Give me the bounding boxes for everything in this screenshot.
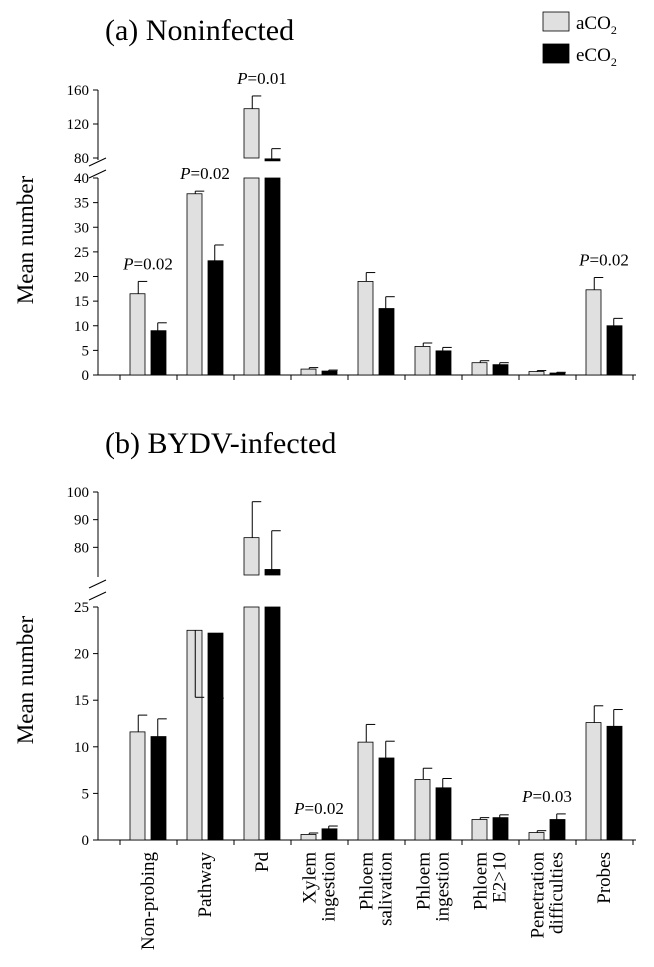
y-tick-label: 80: [74, 151, 89, 167]
p-value-annotation: P=0.02: [122, 254, 173, 273]
x-category-label: Probes: [594, 852, 615, 904]
bar-eCO2-7: [549, 819, 566, 841]
y-tick-label: 5: [82, 786, 90, 802]
x-category-label: Pathway: [195, 852, 216, 918]
bar-aCO2-0: [129, 293, 146, 376]
y-tick-label: 90: [74, 513, 89, 529]
axis-break-mark: [88, 579, 107, 589]
bar-aCO2-1: [186, 629, 203, 841]
legend-label-eco2: eCO2: [576, 45, 617, 69]
axis-break-mark: [88, 169, 107, 179]
bar-aCO2-4: [357, 741, 374, 841]
bar-eCO2-5: [435, 350, 452, 376]
bar-eCO2-2-upper: [264, 569, 281, 576]
bar-eCO2-8: [606, 725, 623, 841]
bar-eCO2-6: [492, 817, 509, 841]
bar-aCO2-5: [414, 346, 431, 376]
panel-a-title: (a) Noninfected: [105, 14, 294, 47]
bar-eCO2-4: [378, 308, 395, 376]
bar-eCO2-3: [321, 370, 338, 376]
axis-break-mark: [88, 157, 107, 167]
bar-eCO2-0: [150, 736, 167, 841]
p-value-annotation: P=0.02: [179, 164, 230, 183]
bar-aCO2-6: [471, 819, 488, 841]
bar-eCO2-2-lower: [264, 177, 281, 376]
bar-eCO2-8: [606, 325, 623, 376]
bar-aCO2-2-lower: [243, 177, 260, 376]
legend-swatch-eco2: [542, 43, 570, 64]
y-tick-label: 15: [74, 693, 89, 709]
bar-eCO2-7: [549, 372, 566, 376]
y-tick-label: 10: [74, 319, 89, 335]
y-tick-label: 0: [82, 368, 90, 384]
y-tick-label: 40: [74, 171, 89, 187]
bar-aCO2-1: [186, 193, 203, 376]
y-tick-label: 80: [74, 540, 89, 556]
y-tick-label: 20: [74, 270, 89, 286]
legend-label-aco2: aCO2: [576, 13, 617, 37]
bar-eCO2-4: [378, 757, 395, 841]
bar-aCO2-8: [585, 289, 602, 376]
panel-b-ylabel: Mean number: [13, 615, 38, 744]
y-tick-label: 20: [74, 647, 89, 663]
bar-eCO2-3: [321, 828, 338, 841]
y-tick-label: 100: [67, 485, 90, 501]
x-category-label: Phloem: [471, 852, 492, 910]
bar-eCO2-5: [435, 787, 452, 841]
y-tick-label: 25: [74, 600, 89, 616]
x-category-label: Phloem: [357, 852, 378, 910]
x-category-label: difficulties: [547, 852, 568, 934]
bar-aCO2-5: [414, 779, 431, 841]
y-tick-label: 0: [82, 833, 90, 849]
bar-aCO2-7: [528, 832, 545, 841]
y-tick-label: 5: [82, 343, 90, 359]
y-tick-label: 160: [67, 83, 90, 99]
x-category-label: Penetration: [528, 852, 549, 939]
p-value-annotation: P=0.01: [236, 69, 287, 88]
x-category-label: Xylem: [300, 852, 321, 904]
bar-aCO2-2-upper: [243, 108, 260, 159]
panel-b-plot: 0 5 10 15 20 25 80 90 100 P=0.02 P=0.03: [67, 485, 636, 849]
bar-eCO2-2-upper: [264, 158, 281, 162]
bar-aCO2-3: [300, 368, 317, 376]
bar-aCO2-0: [129, 731, 146, 841]
bar-aCO2-3: [300, 834, 317, 841]
bar-eCO2-6: [492, 364, 509, 376]
y-tick-label: 10: [74, 740, 89, 756]
bar-eCO2-0: [150, 330, 167, 376]
bar-eCO2-1: [207, 260, 224, 376]
y-tick-label: 30: [74, 220, 89, 236]
x-category-label: ingestion: [319, 852, 340, 922]
p-value-annotation: P=0.02: [293, 799, 344, 818]
x-category-label: Non-probing: [138, 852, 159, 951]
x-category-label: Phloem: [414, 852, 435, 910]
y-tick-label: 15: [74, 294, 89, 310]
bar-eCO2-2-lower: [264, 606, 281, 841]
x-category-label: salivation: [376, 852, 397, 926]
panel-a-plot: 0 5 10 15 20 25 30 35 40 80 120 160 P=0.02 P=0.02 P=0.…: [67, 69, 636, 384]
axis-break-mark: [88, 591, 107, 601]
x-category-label: E2>10: [490, 852, 511, 903]
bar-aCO2-2-lower: [243, 606, 260, 841]
x-category-label: Pd: [252, 852, 273, 873]
bar-aCO2-4: [357, 281, 374, 376]
y-tick-label: 120: [67, 117, 90, 133]
panel-a-ylabel: Mean number: [13, 175, 38, 304]
legend-swatch-aco2: [542, 11, 570, 32]
y-tick-label: 25: [74, 245, 89, 261]
panel-b-title: (b) BYDV-infected: [105, 427, 336, 460]
p-value-annotation: P=0.02: [578, 250, 629, 269]
bar-aCO2-6: [471, 362, 488, 376]
bar-aCO2-8: [585, 722, 602, 841]
x-category-label: ingestion: [433, 852, 454, 922]
bar-aCO2-2-upper: [243, 537, 260, 576]
p-value-annotation: P=0.03: [521, 787, 572, 806]
bar-aCO2-7: [528, 371, 545, 376]
y-tick-label: 35: [74, 196, 89, 212]
legend: aCO2 eCO2: [542, 11, 617, 69]
bar-eCO2-1: [207, 632, 224, 841]
